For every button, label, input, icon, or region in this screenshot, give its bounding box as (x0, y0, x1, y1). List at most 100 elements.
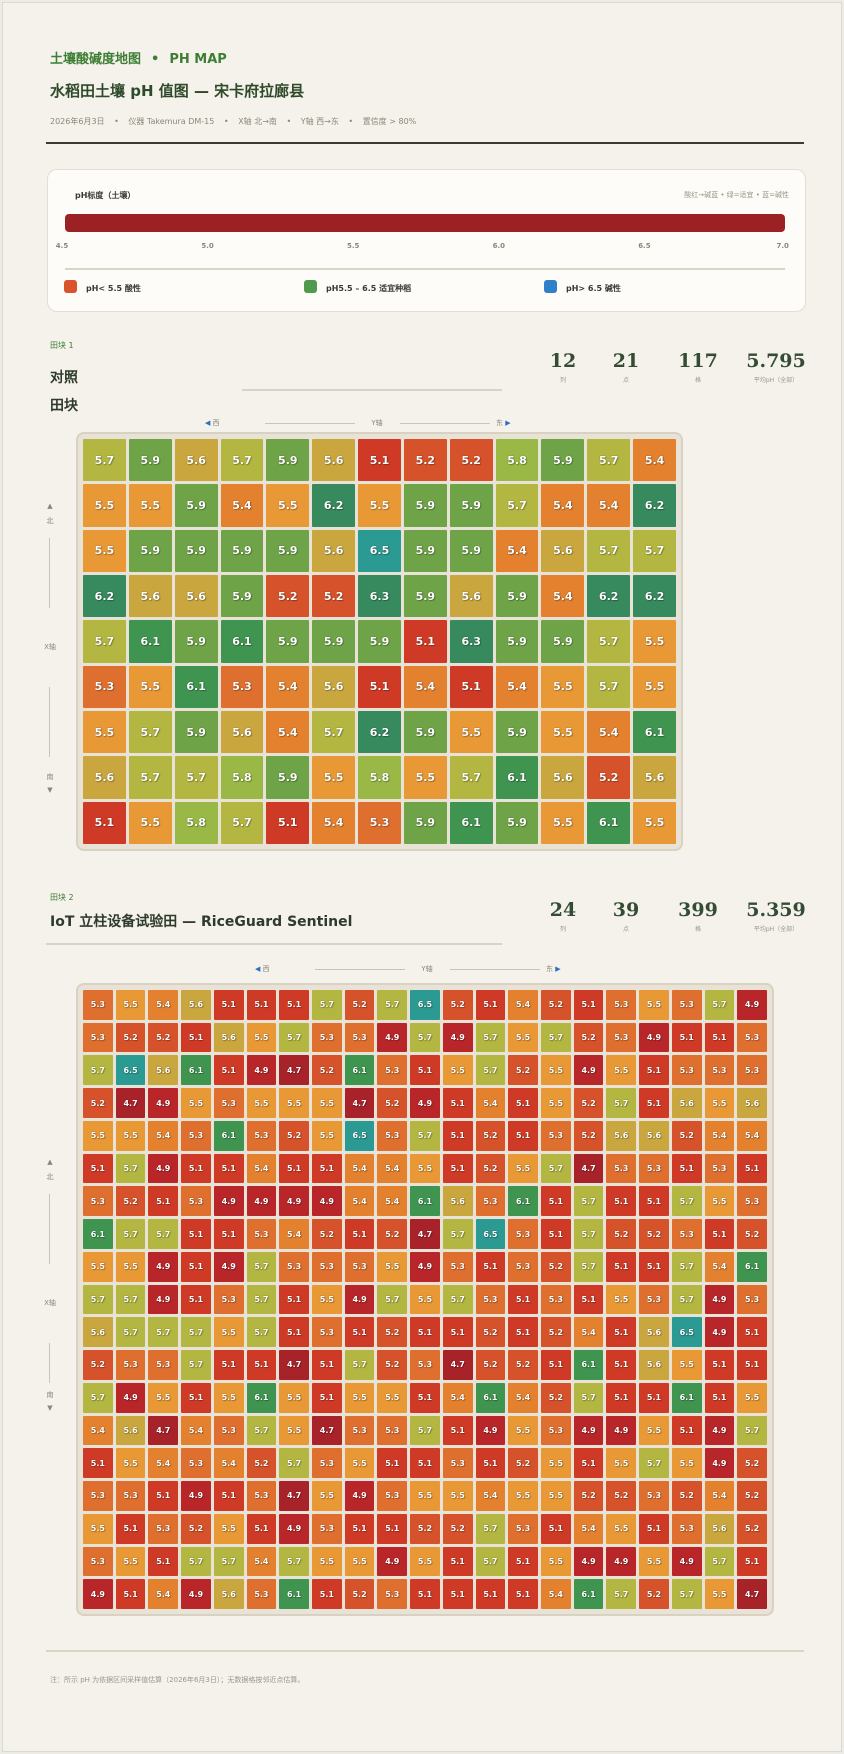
block2-ph-cell: 5.2 (508, 1350, 538, 1380)
block1-ph-cell: 5.6 (174, 575, 218, 618)
block1-ph-cell: 6.2 (633, 575, 676, 618)
block2-ph-cell: 5.4 (704, 1481, 735, 1511)
block2-ph-cell: 5.6 (639, 1317, 669, 1348)
x-axis-label: Y轴 (371, 419, 383, 427)
block2-ph-cell: 5.3 (639, 1481, 669, 1511)
block2-ph-cell: 5.2 (377, 1088, 408, 1118)
block2-ph-cell: 5.5 (213, 1382, 244, 1413)
stat-label: 点 (622, 377, 629, 384)
block2-ph-cell: 5.5 (213, 1317, 244, 1348)
stat-label: 列 (559, 926, 566, 933)
block2-ph-cell: 4.9 (213, 1251, 244, 1282)
block1-ph-cell: 5.5 (312, 756, 356, 799)
block2-ph-cell: 5.7 (377, 1284, 408, 1315)
block2-ph-cell: 5.7 (606, 1088, 637, 1118)
block2-ph-cell: 5.3 (377, 1120, 408, 1151)
block2-ph-cell: 5.2 (410, 1513, 440, 1544)
block2-ph-cell: 5.5 (508, 1415, 538, 1446)
block2-ph-cell: 5.3 (508, 1513, 538, 1544)
block2-ph-cell: 5.3 (671, 990, 702, 1020)
block2-stat-points: 39 点 (606, 898, 646, 933)
block2-ph-cell: 5.7 (541, 1022, 571, 1053)
block1-ph-cell: 5.5 (633, 665, 676, 708)
legend-tick: 5.0 (201, 242, 214, 250)
block2-ph-cell: 6.1 (573, 1579, 604, 1609)
block2-ph-cell: 5.1 (508, 1284, 538, 1315)
legend-key-acidic: pH< 5.5 酸性 (86, 284, 141, 293)
x-axis-east-label: 东 (546, 965, 553, 973)
block2-ph-cell: 4.9 (377, 1546, 408, 1577)
block2-ph-cell: 5.6 (115, 1415, 146, 1446)
meta-y-axis: Y轴 西→东 (300, 117, 339, 126)
block2-ph-cell: 5.3 (541, 1284, 571, 1315)
block2-ph-cell: 5.5 (410, 1284, 440, 1315)
block2-ph-cell: 5.1 (737, 1317, 767, 1348)
meta-x-axis: X轴 北→南 (238, 117, 277, 126)
block1-ph-cell: 5.3 (358, 801, 401, 844)
legend-tick: 4.5 (55, 242, 69, 250)
block2-ph-cell: 5.3 (148, 1513, 179, 1544)
arrow-down-icon: ▼ (47, 1404, 53, 1412)
eyebrow-en: PH MAP (169, 52, 227, 67)
block2-ph-cell: 5.2 (541, 1251, 571, 1282)
legend-divider (65, 268, 785, 270)
block2-ph-cell: 5.1 (606, 1350, 637, 1380)
block2-ph-cell: 5.7 (606, 1579, 637, 1609)
block1-ph-cell: 6.2 (358, 711, 401, 754)
block2-ph-cell: 5.5 (344, 1448, 375, 1479)
block2-ph-cell: 5.3 (508, 1251, 538, 1282)
block2-ph-cell: 5.5 (737, 1382, 767, 1413)
block2-ph-cell: 5.4 (704, 1251, 735, 1282)
block2-ph-cell: 5.7 (246, 1317, 277, 1348)
block2-ph-cell: 5.1 (573, 990, 604, 1020)
block2-ph-cell: 4.9 (573, 1055, 604, 1086)
block2-ph-cell: 5.1 (606, 1186, 637, 1217)
block2-ph-cell: 5.1 (508, 1546, 538, 1577)
block2-ph-cell: 5.1 (410, 1579, 440, 1609)
legend-swatch-acidic (64, 280, 77, 293)
block2-ph-cell: 5.7 (213, 1546, 244, 1577)
block2-ph-cell: 5.4 (737, 1120, 767, 1151)
x-axis-line (265, 423, 355, 424)
block2-ph-cell: 5.1 (213, 1055, 244, 1086)
legend-tick: 7.0 (776, 242, 789, 250)
block2-ph-cell: 6.5 (671, 1317, 702, 1348)
block1-ph-cell: 5.8 (358, 756, 401, 799)
block2-ph-cell: 6.1 (737, 1251, 767, 1282)
block2-ph-cell: 5.1 (148, 1481, 179, 1511)
stat-value: 5.795 (746, 350, 806, 372)
block1-title: 对照 田块 (50, 364, 78, 420)
block2-ph-cell: 5.3 (213, 1415, 244, 1446)
block2-ph-cell: 5.1 (508, 1579, 538, 1609)
block1-ph-cell: 5.5 (128, 665, 172, 708)
block1-ph-cell: 5.4 (266, 665, 310, 708)
block2-ph-cell: 5.4 (246, 1546, 277, 1577)
y-axis-label: X轴 (44, 1299, 56, 1307)
block2-ph-cell: 5.2 (442, 1513, 473, 1544)
block2-ph-cell: 5.3 (377, 1055, 408, 1086)
block2-ph-cell: 5.5 (541, 1448, 571, 1479)
block1-ph-cell: 5.9 (403, 711, 447, 754)
block2-ph-cell: 5.7 (83, 1055, 113, 1086)
block2-ph-cell: 5.1 (410, 1382, 440, 1413)
block2-ph-cell: 5.3 (246, 1481, 277, 1511)
block2-ph-cell: 5.2 (639, 1219, 669, 1249)
block2-ph-cell: 5.3 (475, 1186, 506, 1217)
block2-ph-cell: 5.1 (213, 1481, 244, 1511)
block2-ph-cell: 5.5 (606, 1055, 637, 1086)
block2-ph-cell: 5.4 (377, 1186, 408, 1217)
block2-ph-cell: 5.2 (181, 1513, 211, 1544)
block2-ph-cell: 5.1 (279, 1153, 309, 1184)
block2-ph-cell: 5.1 (246, 1513, 277, 1544)
block2-ph-cell: 5.2 (442, 990, 473, 1020)
block1-ph-cell: 6.2 (633, 484, 676, 527)
block2-ph-cell: 5.4 (442, 1382, 473, 1413)
block1-stat-points: 21 点 (606, 349, 646, 384)
block2-ph-cell: 5.5 (377, 1382, 408, 1413)
stat-value: 39 (612, 899, 640, 921)
block1-x-axis: ◀ 西 Y轴 东 ▶ (205, 418, 515, 430)
block1-ph-cell: 5.4 (633, 439, 676, 482)
block2-ph-cell: 5.5 (115, 1546, 146, 1577)
block2-ph-cell: 5.7 (312, 990, 342, 1020)
block2-ph-cell: 5.1 (148, 1186, 179, 1217)
